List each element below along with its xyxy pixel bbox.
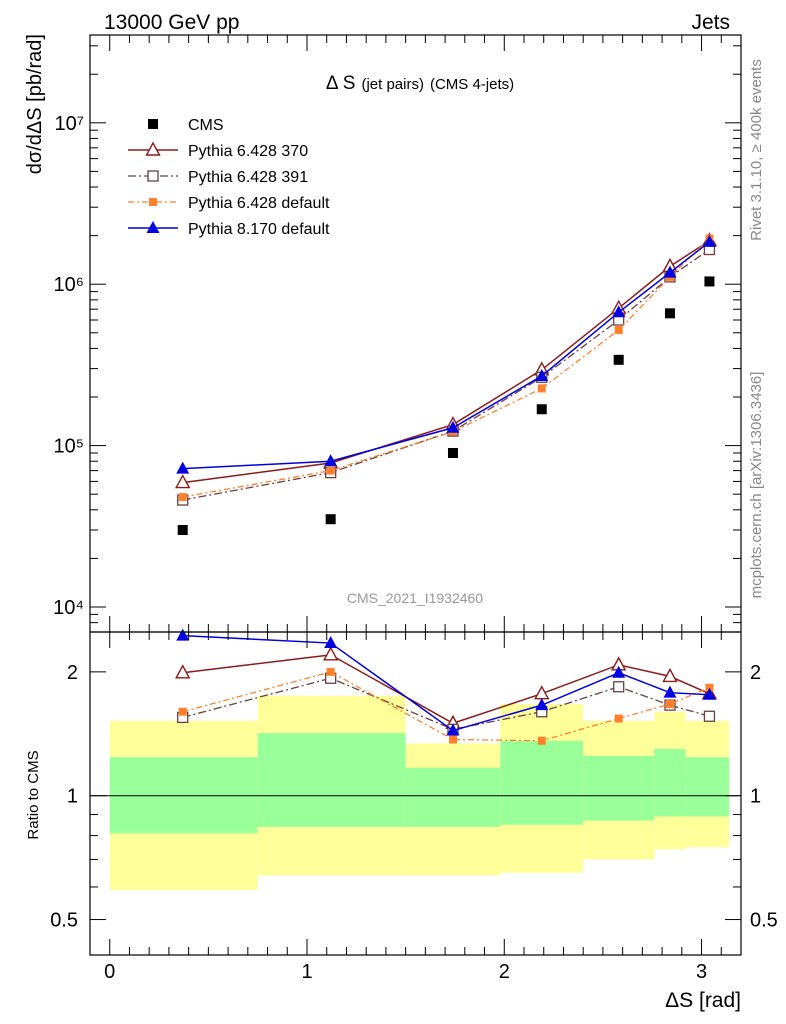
series-line-3 <box>182 238 710 498</box>
ratio-point-0-1 <box>322 646 339 661</box>
ratio-series-group <box>175 628 718 745</box>
band-green-2 <box>405 767 501 827</box>
header-right: Jets <box>691 11 730 34</box>
legend-marker-1 <box>145 141 161 156</box>
series-2 <box>177 243 716 506</box>
point-4-2 <box>446 420 460 433</box>
legend: CMS Pythia 6.428 370 Pythia 6.428 391 Pythi… <box>128 117 330 238</box>
point-4-1 <box>324 454 338 467</box>
point-0-4 <box>613 354 624 365</box>
watermark: CMS_2021_I1932460 <box>347 590 483 606</box>
main-title-small: (jet pairs) <box>361 76 424 93</box>
legend-label-4: Pythia 8.170 default <box>188 221 330 238</box>
axes-ticks: 10⁴ 10⁵ 10⁶ 10⁷ 0.5 0.5 1 1 2 2 0 1 2 3 <box>50 35 778 983</box>
band-green-4 <box>583 755 655 821</box>
series-3 <box>178 234 714 502</box>
legend-marker-4 <box>146 221 160 233</box>
point-0-2 <box>447 447 458 458</box>
point-3-3 <box>537 384 546 393</box>
header-left: 13000 GeV pp <box>104 11 239 34</box>
point-4-3 <box>535 368 549 381</box>
point-4-6 <box>702 234 716 247</box>
point-3-0 <box>178 493 187 502</box>
ratio-ytick-label-left-2: 2 <box>67 662 78 684</box>
point-3-1 <box>326 466 335 475</box>
main-title: Δ S (jet pairs) (CMS 4-jets) <box>326 73 514 94</box>
ratio-point-1-6 <box>703 710 716 722</box>
point-0-0 <box>177 524 188 535</box>
ratio-ylabel: Ratio to CMS <box>25 750 42 839</box>
legend-label-1: Pythia 6.428 370 <box>188 143 308 160</box>
ratio-ytick-label-right-0: 0.5 <box>750 910 778 932</box>
main-series-group <box>175 232 718 535</box>
main-ytick-label-0: 10⁴ <box>53 597 84 619</box>
ratio-point-3-0 <box>176 628 190 641</box>
ratio-bands <box>109 695 730 890</box>
series-1 <box>175 232 718 489</box>
main-ytick-label-3: 10⁷ <box>55 113 84 135</box>
xtick-label-3: 3 <box>696 961 707 983</box>
ratio-point-3-4 <box>612 665 626 678</box>
series-line-4 <box>182 241 710 470</box>
point-0-3 <box>536 404 547 415</box>
legend-label-2: Pythia 6.428 391 <box>188 169 308 186</box>
legend-marker-2 <box>147 170 159 182</box>
series-line-1 <box>182 240 710 484</box>
series-4 <box>176 234 716 474</box>
ratio-point-3-1 <box>324 636 338 649</box>
xtick-label-1: 1 <box>301 961 312 983</box>
point-1-0 <box>175 474 191 489</box>
series-line-2 <box>182 248 710 501</box>
main-title-suffix: (CMS 4-jets) <box>430 76 514 93</box>
band-green-1 <box>257 733 406 827</box>
main-ytick-label-1: 10⁵ <box>53 436 84 458</box>
point-0-1 <box>325 514 336 525</box>
ratio-point-2-0 <box>178 707 187 716</box>
legend-label-0: CMS <box>188 117 224 134</box>
xtick-label-0: 0 <box>104 961 115 983</box>
ratio-point-2-1 <box>326 667 335 676</box>
ratio-point-2-3 <box>537 736 546 745</box>
ratio-point-1-4 <box>613 681 625 693</box>
ratio-ytick-label-right-2: 2 <box>750 662 761 684</box>
point-0-5 <box>664 308 675 319</box>
ratio-point-3-6 <box>702 687 716 700</box>
main-ylabel: dσ/dΔS [pb/rad] <box>24 34 46 174</box>
ratio-ytick-label-left-0: 0.5 <box>50 910 78 932</box>
ratio-ytick-label-left-1: 1 <box>67 786 78 808</box>
main-title-prefix: Δ S <box>326 73 356 94</box>
ratio-point-2-2 <box>448 735 457 744</box>
point-4-5 <box>663 265 677 278</box>
xtick-label-2: 2 <box>499 961 510 983</box>
legend-marker-3 <box>149 198 157 206</box>
ratio-point-2-4 <box>614 714 623 723</box>
point-0-6 <box>704 276 715 287</box>
ratio-series-0 <box>175 646 718 729</box>
ratio-point-3-5 <box>663 685 677 698</box>
legend-label-3: Pythia 6.428 default <box>188 195 330 212</box>
mcplots-label: mcplots.cern.ch [arXiv:1306.3436] <box>748 372 765 599</box>
series-0 <box>177 276 715 535</box>
x-axis-label: ΔS [rad] <box>665 989 741 1012</box>
ratio-point-0-5 <box>662 667 678 683</box>
point-4-0 <box>176 461 190 474</box>
ratio-ytick-label-right-1: 1 <box>750 786 761 808</box>
rivet-label: Rivet 3.1.10, ≥ 400k events <box>748 59 765 241</box>
main-ytick-label-2: 10⁶ <box>54 274 84 296</box>
ratio-point-0-0 <box>175 664 191 679</box>
ratio-point-2-5 <box>665 700 674 709</box>
band-green-5 <box>654 748 686 817</box>
ratio-series-3 <box>176 628 716 736</box>
ratio-frame <box>89 631 742 956</box>
legend-marker-0 <box>148 119 158 129</box>
band-green-6 <box>685 757 730 817</box>
ratio-point-3-3 <box>535 698 549 711</box>
ratio-point-3-2 <box>446 723 460 736</box>
point-3-4 <box>614 326 623 335</box>
point-4-4 <box>612 305 626 318</box>
band-green-3 <box>500 740 584 825</box>
